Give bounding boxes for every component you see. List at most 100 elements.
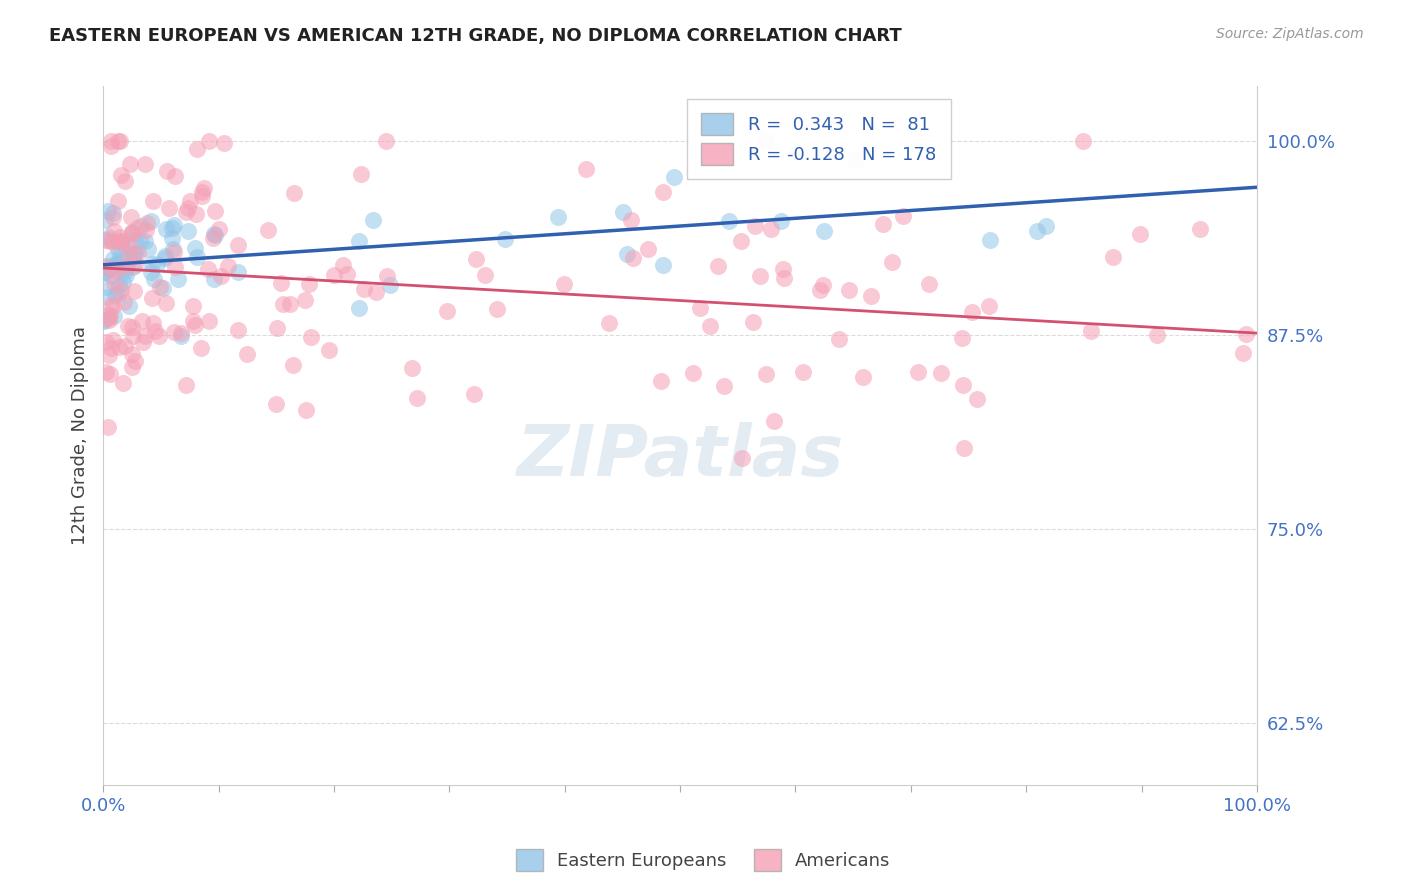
Point	[108, 134, 131, 148]
Point	[100, 134, 122, 148]
Point	[174, 378, 197, 392]
Point	[299, 329, 322, 343]
Point	[852, 369, 875, 384]
Point	[364, 285, 387, 299]
Point	[553, 277, 575, 292]
Point	[96, 233, 118, 247]
Point	[401, 360, 423, 375]
Point	[184, 241, 207, 255]
Point	[931, 366, 953, 380]
Point	[860, 289, 883, 303]
Point	[117, 319, 139, 334]
Point	[115, 259, 138, 273]
Point	[202, 231, 225, 245]
Point	[134, 157, 156, 171]
Point	[204, 203, 226, 218]
Point	[149, 280, 172, 294]
Point	[112, 275, 135, 289]
Point	[637, 243, 659, 257]
Point	[176, 201, 198, 215]
Point	[960, 305, 983, 319]
Point	[170, 328, 193, 343]
Point	[1234, 326, 1257, 341]
Point	[152, 281, 174, 295]
Point	[108, 341, 131, 355]
Point	[217, 260, 239, 274]
Point	[349, 235, 371, 249]
Point	[494, 232, 516, 246]
Point	[118, 247, 141, 261]
Point	[97, 313, 120, 327]
Point	[202, 272, 225, 286]
Point	[880, 254, 903, 268]
Point	[759, 222, 782, 236]
Point	[228, 265, 250, 279]
Point	[183, 314, 205, 328]
Text: ZIPatlas: ZIPatlas	[516, 422, 844, 491]
Point	[682, 366, 704, 380]
Point	[141, 214, 163, 228]
Point	[155, 249, 177, 263]
Point	[122, 248, 145, 262]
Point	[141, 257, 163, 271]
Point	[463, 386, 485, 401]
Point	[651, 185, 673, 199]
Point	[907, 366, 929, 380]
Point	[121, 226, 143, 240]
Point	[101, 269, 124, 284]
Point	[108, 229, 131, 244]
Point	[97, 230, 120, 244]
Point	[101, 210, 124, 224]
Point	[236, 347, 259, 361]
Point	[101, 234, 124, 248]
Point	[950, 331, 973, 345]
Point	[162, 242, 184, 256]
Point	[100, 235, 122, 250]
Point	[122, 260, 145, 275]
Point	[94, 365, 117, 379]
Point	[136, 216, 159, 230]
Point	[148, 329, 170, 343]
Point	[772, 262, 794, 277]
Point	[1035, 219, 1057, 233]
Point	[97, 419, 120, 434]
Point	[202, 227, 225, 241]
Point	[749, 268, 772, 283]
Point	[620, 213, 643, 227]
Point	[112, 376, 135, 390]
Point	[891, 210, 914, 224]
Point	[294, 403, 316, 417]
Point	[731, 451, 754, 466]
Point	[298, 277, 321, 292]
Point	[103, 224, 125, 238]
Point	[114, 174, 136, 188]
Point	[707, 259, 730, 273]
Point	[281, 358, 304, 372]
Point	[134, 234, 156, 248]
Point	[94, 212, 117, 227]
Point	[183, 300, 205, 314]
Point	[612, 205, 634, 219]
Point	[163, 219, 186, 233]
Point	[375, 134, 398, 148]
Point	[111, 235, 134, 249]
Point	[918, 277, 941, 292]
Point	[741, 315, 763, 329]
Point	[165, 169, 187, 183]
Point	[110, 234, 132, 248]
Point	[98, 348, 121, 362]
Point	[110, 284, 132, 298]
Point	[979, 299, 1001, 313]
Point	[713, 379, 735, 393]
Point	[616, 247, 638, 261]
Point	[104, 257, 127, 271]
Point	[792, 366, 814, 380]
Text: EASTERN EUROPEAN VS AMERICAN 12TH GRADE, NO DIPLOMA CORRELATION CHART: EASTERN EUROPEAN VS AMERICAN 12TH GRADE,…	[49, 27, 903, 45]
Point	[129, 219, 152, 233]
Point	[142, 316, 165, 330]
Point	[813, 224, 835, 238]
Point	[621, 252, 644, 266]
Point	[283, 186, 305, 200]
Point	[101, 252, 124, 266]
Point	[264, 397, 287, 411]
